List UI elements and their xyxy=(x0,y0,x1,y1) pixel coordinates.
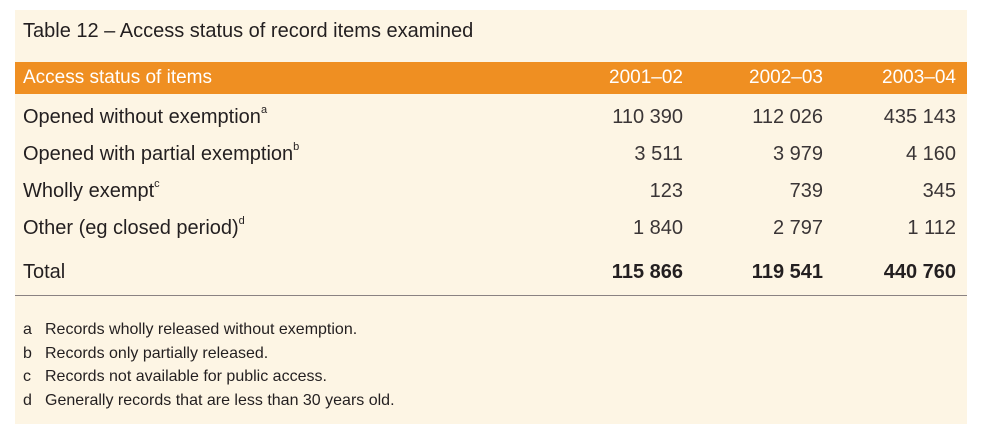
divider xyxy=(15,295,967,296)
total-value: 119 541 xyxy=(751,261,823,283)
footnote: b Records only partially released. xyxy=(23,344,269,362)
table-row: Wholly exemptc 123 739 345 xyxy=(15,178,967,210)
table-row: Other (eg closed period)d 1 840 2 797 1 … xyxy=(15,215,967,247)
footnote: c Records not available for public access… xyxy=(23,368,327,385)
total-row: Total 115 866 119 541 440 760 xyxy=(15,261,967,291)
total-label: Total xyxy=(23,261,66,283)
footnote-marker: d xyxy=(238,215,245,228)
total-value: 115 866 xyxy=(611,261,683,283)
row-value: 1 840 xyxy=(632,217,683,239)
footnote-marker: a xyxy=(260,104,268,117)
footnote-marker: b xyxy=(293,141,300,154)
header-year-2002: 2002–03 xyxy=(749,67,823,88)
header-year-2003: 2003–04 xyxy=(882,67,956,88)
table-title: Table 12 – Access status of record items… xyxy=(23,20,474,42)
row-value: 4 160 xyxy=(905,143,956,165)
table-row: Opened without exemptiona 110 390 112 02… xyxy=(15,104,967,136)
footnote-marker: c xyxy=(154,178,160,191)
footnotes: a Records wholly released without exempti… xyxy=(23,318,395,412)
row-value: 345 xyxy=(922,180,956,202)
table-panel: Table 12 – Access status of record items… xyxy=(15,10,967,424)
row-value: 110 390 xyxy=(612,106,683,128)
header-label: Access status of items xyxy=(23,67,213,88)
header-year-2001: 2001–02 xyxy=(609,67,683,88)
row-value: 435 143 xyxy=(883,106,956,128)
row-value: 3 511 xyxy=(634,143,683,165)
footnote: a Records wholly released without exempti… xyxy=(23,321,358,338)
total-value: 440 760 xyxy=(883,261,956,283)
row-label: Opened with partial exemptionb xyxy=(23,141,300,165)
row-value: 123 xyxy=(649,180,683,202)
row-value: 112 026 xyxy=(752,106,823,128)
row-value: 3 979 xyxy=(772,143,823,165)
row-value: 2 797 xyxy=(772,217,823,239)
row-value: 1 112 xyxy=(907,217,956,239)
row-value: 739 xyxy=(789,180,823,202)
table-header: Access status of items 2001–02 2002–03 2… xyxy=(15,62,967,94)
row-label: Wholly exemptc xyxy=(23,178,160,202)
row-label: Opened without exemptiona xyxy=(23,104,268,128)
table-row: Opened with partial exemptionb 3 511 3 9… xyxy=(15,141,967,173)
row-label: Other (eg closed period)d xyxy=(23,215,245,239)
footnote: d Generally records that are less than 30… xyxy=(23,391,395,409)
